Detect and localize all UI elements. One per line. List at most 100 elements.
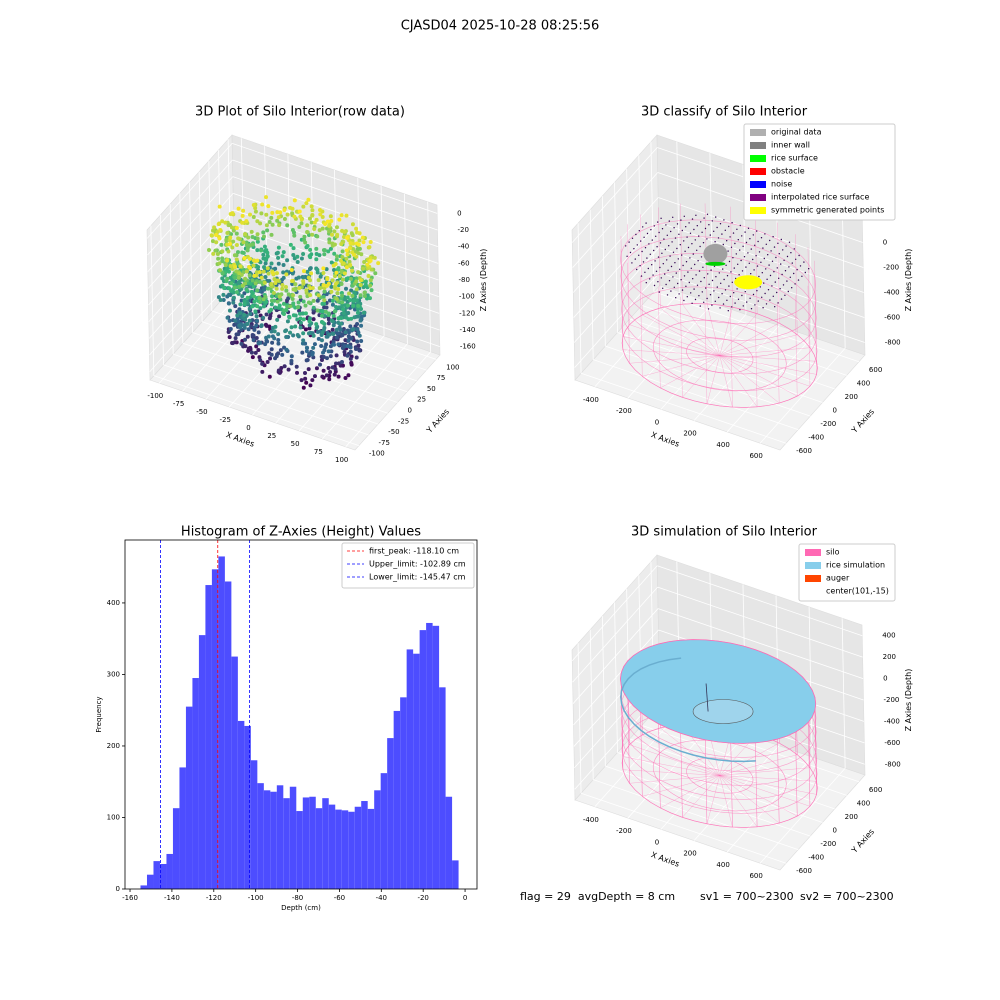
surface-point bbox=[665, 224, 667, 226]
point bbox=[354, 276, 359, 281]
surface-point bbox=[707, 273, 709, 275]
point bbox=[355, 339, 360, 344]
point bbox=[372, 255, 377, 260]
point bbox=[359, 338, 364, 343]
surface-point bbox=[731, 222, 733, 224]
point bbox=[269, 261, 274, 266]
bar bbox=[413, 653, 420, 889]
grid-line bbox=[601, 196, 606, 347]
surface-point bbox=[786, 280, 788, 282]
point bbox=[227, 286, 232, 291]
point bbox=[307, 323, 312, 328]
grid-line bbox=[676, 141, 681, 292]
point bbox=[321, 283, 326, 288]
point bbox=[253, 209, 258, 214]
surface-point bbox=[704, 227, 707, 230]
point bbox=[360, 235, 365, 240]
point bbox=[343, 330, 348, 335]
point bbox=[242, 291, 247, 296]
bar bbox=[406, 649, 414, 889]
point bbox=[348, 349, 353, 354]
surface-point bbox=[769, 239, 771, 242]
point bbox=[326, 249, 331, 254]
point bbox=[226, 269, 231, 274]
surface-point bbox=[750, 273, 752, 275]
point bbox=[238, 325, 243, 330]
point bbox=[220, 259, 225, 264]
auger-mound bbox=[692, 699, 754, 724]
point bbox=[254, 323, 259, 328]
surface-point bbox=[711, 279, 714, 282]
surface-point bbox=[728, 260, 731, 263]
point bbox=[273, 305, 278, 310]
point bbox=[243, 232, 248, 237]
point bbox=[356, 314, 361, 319]
surface-point bbox=[674, 262, 676, 264]
point bbox=[225, 258, 230, 263]
surface-point bbox=[672, 216, 674, 218]
surface-point bbox=[640, 275, 643, 277]
x-tick-label: -20 bbox=[417, 894, 428, 902]
point bbox=[291, 246, 296, 251]
point bbox=[305, 358, 310, 363]
cylinder-ring bbox=[621, 286, 818, 391]
point bbox=[251, 263, 256, 268]
point bbox=[361, 240, 366, 245]
point bbox=[218, 268, 223, 273]
point bbox=[342, 229, 347, 234]
legend-swatch bbox=[805, 575, 821, 582]
y-tick-label: -600 bbox=[796, 447, 812, 455]
cylinder-spoke bbox=[682, 775, 720, 818]
legend-swatch bbox=[750, 207, 766, 214]
surface-point bbox=[746, 301, 748, 303]
surface-point bbox=[801, 275, 803, 277]
point bbox=[244, 219, 249, 224]
point bbox=[252, 327, 257, 332]
point bbox=[221, 292, 226, 297]
point bbox=[311, 317, 316, 322]
point bbox=[341, 261, 346, 266]
point bbox=[276, 245, 281, 250]
point bbox=[319, 338, 324, 343]
point bbox=[218, 297, 223, 302]
point bbox=[305, 269, 310, 274]
surface-point bbox=[733, 267, 735, 269]
surface-point bbox=[770, 250, 772, 252]
surface-point bbox=[639, 265, 641, 267]
point bbox=[320, 301, 325, 306]
point bbox=[345, 344, 350, 349]
surface-point bbox=[791, 262, 793, 264]
surface-point bbox=[790, 252, 792, 254]
point bbox=[225, 276, 230, 281]
cylinder-spoke bbox=[719, 355, 733, 408]
surface-point bbox=[756, 290, 758, 292]
grid-line bbox=[617, 752, 823, 823]
point bbox=[344, 256, 349, 261]
surface-point bbox=[683, 240, 685, 242]
surface-point bbox=[653, 225, 655, 227]
point bbox=[291, 313, 296, 318]
surface-point bbox=[682, 264, 684, 267]
surface-point bbox=[636, 244, 638, 246]
point bbox=[316, 293, 321, 298]
point bbox=[281, 275, 286, 280]
point bbox=[233, 336, 238, 341]
bar bbox=[205, 585, 212, 889]
point bbox=[348, 324, 353, 329]
surface-point bbox=[706, 297, 708, 300]
grid-line bbox=[147, 159, 233, 256]
point bbox=[320, 309, 325, 314]
x-tick-label: -400 bbox=[583, 396, 599, 404]
grid-line bbox=[657, 565, 863, 637]
surface-point bbox=[789, 276, 791, 278]
point bbox=[254, 270, 259, 275]
point bbox=[262, 287, 267, 292]
point bbox=[343, 338, 348, 343]
point bbox=[323, 221, 328, 226]
surface-point bbox=[793, 272, 795, 275]
point bbox=[241, 251, 246, 256]
point bbox=[287, 315, 292, 320]
surface-point bbox=[690, 267, 692, 269]
point bbox=[363, 282, 368, 287]
